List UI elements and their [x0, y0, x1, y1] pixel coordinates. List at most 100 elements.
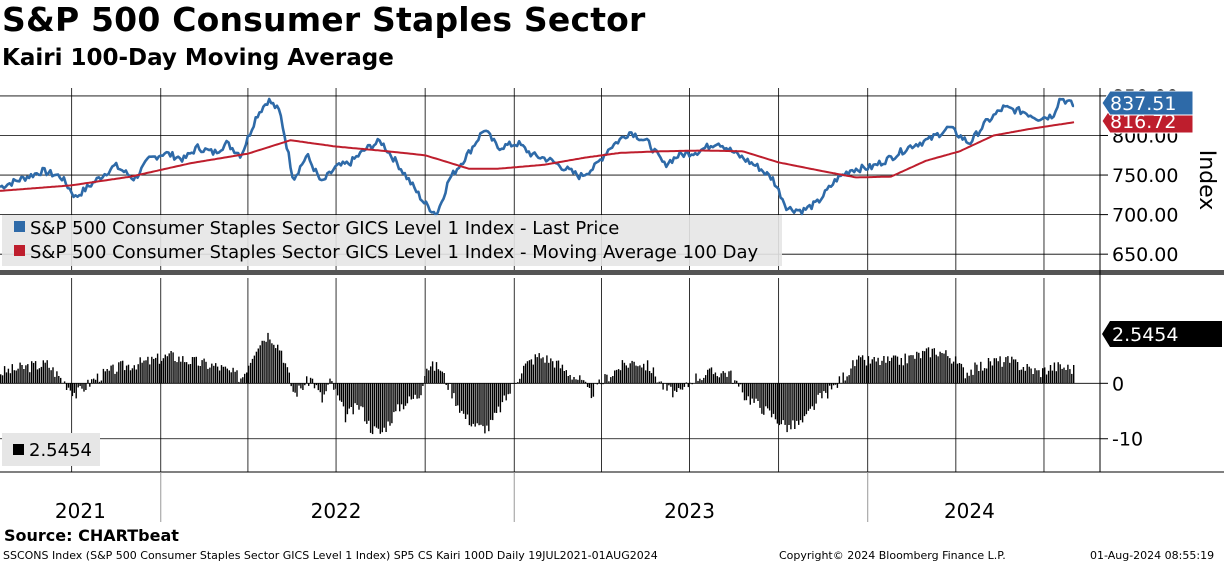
kairi-bar: [745, 383, 748, 401]
kairi-bar: [894, 355, 897, 384]
kairi-bar: [495, 383, 498, 413]
kairi-bar: [311, 378, 314, 384]
kairi-bar: [1038, 370, 1040, 384]
kairi-bar: [375, 383, 378, 428]
kairi-bar: [292, 383, 294, 392]
kairi-bar: [960, 363, 963, 384]
kairi-bar: [532, 364, 534, 384]
kairi-bar: [937, 356, 939, 384]
kairi-bar: [27, 364, 29, 384]
kairi-bar: [792, 383, 794, 421]
kairi-bar: [695, 373, 697, 384]
legend-swatch: [14, 245, 25, 256]
kairi-bar: [629, 363, 631, 384]
kairi-bar: [672, 383, 674, 398]
kairi-bar: [786, 383, 788, 433]
kairi-bar: [13, 370, 15, 384]
kairi-bar: [739, 383, 742, 385]
kairi-bar: [910, 355, 912, 384]
kairi-bar: [728, 371, 730, 384]
kairi-bar: [660, 381, 662, 384]
kairi-bar: [691, 383, 693, 385]
kairi-last-label-text: 2.5454: [1112, 324, 1178, 346]
kairi-bar: [369, 383, 372, 433]
kairi-bar: [935, 354, 937, 384]
kairi-bar: [236, 370, 238, 384]
kairi-bar: [596, 383, 598, 385]
kairi-bar: [544, 362, 546, 384]
kairi-bar: [875, 361, 877, 384]
kairi-bar: [1014, 359, 1017, 384]
kairi-bar: [373, 383, 376, 427]
kairi-bar: [333, 383, 335, 390]
kairi-bar: [246, 372, 248, 384]
kairi-bar: [1059, 364, 1061, 384]
kairi-bar: [340, 383, 343, 402]
kairi-bar: [437, 369, 440, 384]
kairi-bar: [908, 355, 910, 384]
kairi-bar: [861, 355, 864, 384]
kairi-last-label: 2.5454: [1102, 321, 1222, 347]
kairi-bar: [3, 366, 6, 384]
kairi-bar: [794, 383, 796, 429]
legend-swatch: [14, 221, 25, 232]
kairi-bar: [627, 367, 629, 384]
kairi-bar: [881, 360, 883, 384]
kairi-bar: [298, 383, 300, 386]
kairi-bar: [486, 383, 488, 426]
kairi-bar: [284, 363, 287, 384]
kairi-last-label-box: [1102, 321, 1222, 347]
x-tick-label: 2021: [55, 499, 106, 523]
legend-box: [2, 215, 782, 266]
kairi-bar: [1065, 370, 1067, 384]
kairi-bar: [323, 383, 325, 395]
kairi-bar: [509, 383, 511, 394]
kairi-bar: [290, 383, 292, 387]
kairi-bar: [93, 378, 95, 384]
kairi-bar: [906, 363, 908, 384]
kairi-bar: [1044, 367, 1046, 384]
kairi-bar: [422, 383, 424, 386]
kairi-bar: [85, 383, 87, 390]
kairi-bar: [127, 364, 130, 384]
kairi-bar: [65, 383, 68, 390]
kairi-bar: [815, 383, 817, 404]
kairi-bar: [941, 353, 943, 384]
kairi-bar: [575, 379, 577, 384]
kairi-bar: [461, 383, 463, 411]
kairi-bar: [584, 381, 587, 384]
kairi-bar: [987, 358, 990, 384]
kairi-bar: [488, 383, 490, 432]
kairi-bar: [643, 363, 645, 384]
kairi-bar: [540, 358, 542, 384]
kairi-bar: [218, 370, 221, 384]
kairi-bar: [830, 383, 833, 390]
kairi-bar: [497, 383, 500, 407]
kairi-bar: [519, 378, 521, 384]
kairi-bar: [112, 364, 114, 384]
kairi-bar: [755, 383, 757, 399]
kairi-bar: [261, 340, 263, 384]
kairi-bar: [222, 366, 225, 384]
kairi-bar: [339, 383, 341, 401]
kairi-bar: [71, 383, 74, 397]
kairi-bar: [430, 366, 432, 384]
kairi-bar: [122, 360, 124, 384]
kairi-bar: [741, 383, 744, 393]
kairi-bar: [129, 370, 132, 384]
kairi-bar: [614, 370, 616, 384]
kairi-bar: [559, 368, 562, 384]
kairi-bar: [42, 360, 44, 384]
kairi-bar: [145, 360, 147, 384]
kairi-bar: [480, 383, 482, 425]
kairi-bar: [133, 365, 135, 384]
kairi-bar: [199, 366, 201, 384]
kairi-bar: [63, 381, 66, 384]
kairi-bar: [1071, 373, 1073, 384]
kairi-bar: [44, 362, 46, 384]
kairi-bar: [1, 375, 4, 384]
kairi-bar: [604, 374, 606, 384]
kairi-bar: [677, 383, 680, 388]
kairi-bar: [453, 383, 455, 394]
kairi-bar: [7, 368, 10, 384]
